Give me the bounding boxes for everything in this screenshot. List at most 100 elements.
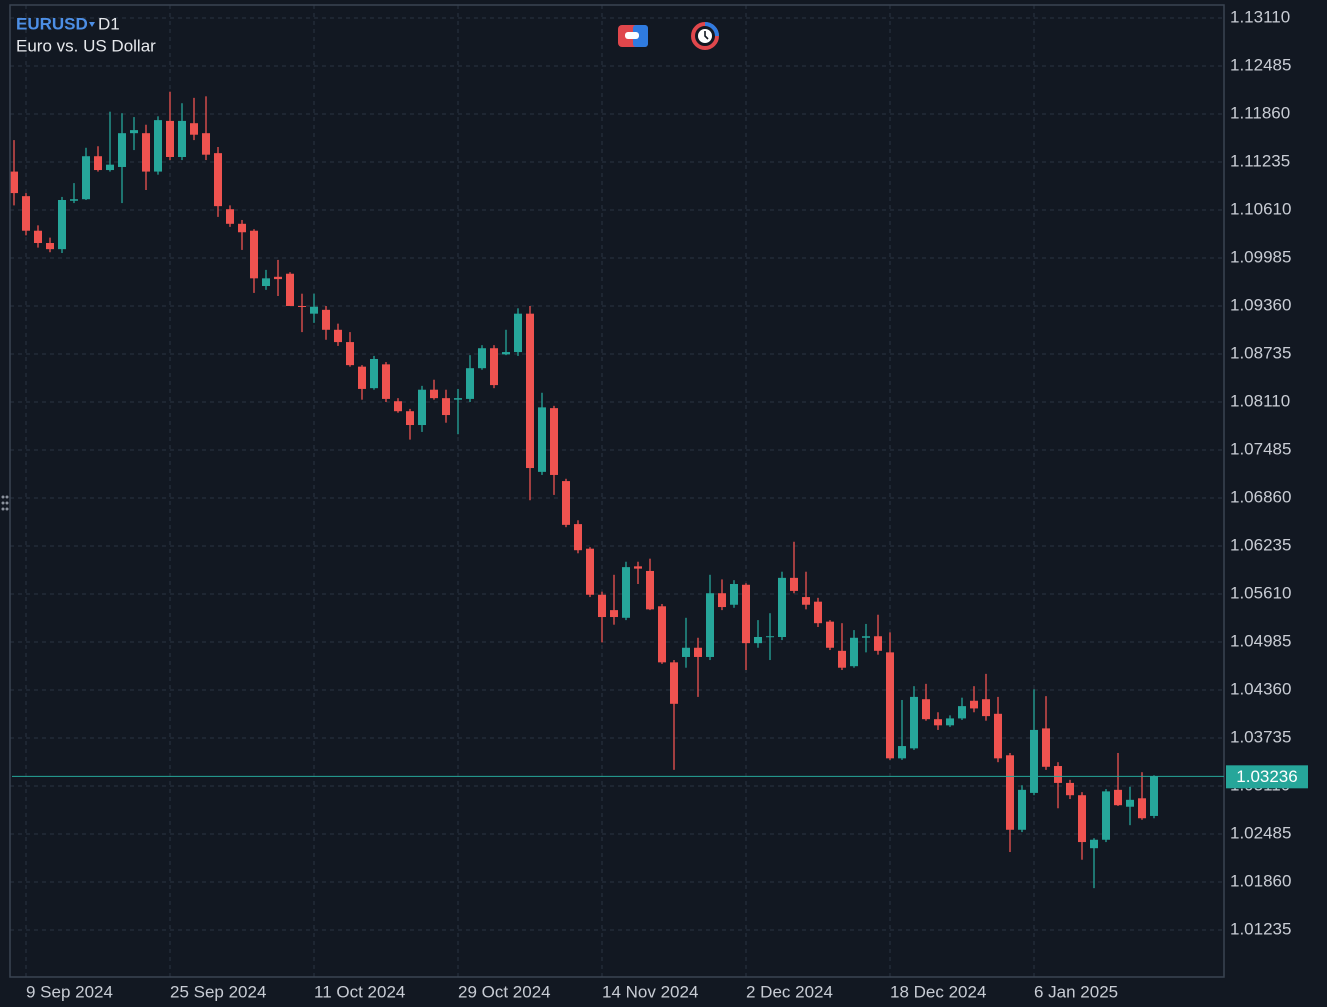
- candle-body: [70, 199, 78, 201]
- x-tick-label: 6 Jan 2025: [1034, 982, 1118, 1001]
- candle-body: [34, 230, 42, 244]
- y-tick-label: 1.06860: [1230, 487, 1291, 506]
- candle-body: [814, 601, 822, 624]
- candle-body: [862, 636, 870, 638]
- x-tick-label: 25 Sep 2024: [170, 982, 266, 1001]
- x-tick-label: 18 Dec 2024: [890, 982, 986, 1001]
- y-tick-label: 1.08110: [1230, 391, 1290, 410]
- candle-body: [1090, 839, 1098, 849]
- candle-body: [790, 577, 798, 591]
- side-handle[interactable]: [1, 495, 9, 511]
- symbol-dropdown[interactable]: [89, 22, 95, 27]
- candle-body: [82, 156, 90, 200]
- y-tick-label: 1.13110: [1230, 7, 1290, 26]
- plot-frame: [9, 4, 1225, 978]
- y-tick-label: 1.01860: [1230, 871, 1291, 890]
- candle-body: [910, 696, 918, 749]
- symbol: EURUSD: [16, 14, 88, 33]
- y-tick-label: 1.02485: [1230, 823, 1291, 842]
- clock-hands: [704, 31, 709, 40]
- candle-body: [526, 313, 534, 469]
- handle-dot: [1, 495, 5, 499]
- candle-body: [778, 577, 786, 637]
- y-tick-label: 1.01235: [1230, 919, 1291, 938]
- candle-body: [394, 401, 402, 412]
- candle-body: [58, 199, 66, 250]
- candle-body: [190, 123, 198, 135]
- candle-body: [682, 647, 690, 657]
- candle-body: [370, 358, 378, 389]
- candle-body: [358, 366, 366, 389]
- candle-body: [658, 606, 666, 663]
- candle-body: [994, 713, 1002, 759]
- candle-body: [94, 156, 102, 171]
- y-tick-label: 1.04360: [1230, 679, 1291, 698]
- candle-body: [298, 305, 306, 307]
- candle-body: [982, 699, 990, 717]
- icon-right: [633, 25, 648, 47]
- candle-body: [694, 647, 702, 657]
- candles: [10, 91, 1158, 889]
- candle-body: [238, 223, 246, 233]
- candle-body: [1006, 755, 1014, 830]
- candle-body: [310, 306, 318, 314]
- candle-body: [670, 662, 678, 704]
- y-tick-label: 1.10610: [1230, 199, 1291, 218]
- candle-body: [742, 584, 750, 644]
- last-price-box: [1226, 765, 1308, 789]
- candle-body: [442, 398, 450, 416]
- candle-body: [754, 636, 762, 644]
- y-tick-label: 1.03735: [1230, 727, 1291, 746]
- candle-body: [454, 398, 462, 400]
- candle-body: [598, 594, 606, 618]
- candle-body: [970, 700, 978, 709]
- candle-body: [46, 243, 54, 250]
- candle-body: [826, 621, 834, 648]
- candle-body: [718, 593, 726, 608]
- candle-body: [730, 584, 738, 605]
- candle-body: [418, 389, 426, 426]
- candle-body: [646, 570, 654, 610]
- candle-body: [802, 597, 810, 605]
- last-price-label: 1.03236: [1236, 767, 1297, 786]
- y-tick-label: 1.12485: [1230, 55, 1291, 74]
- candle-body: [706, 593, 714, 657]
- x-tick-label: 2 Dec 2024: [746, 982, 833, 1001]
- candle-body: [430, 389, 438, 399]
- candle-body: [346, 342, 354, 366]
- handle-dot: [5, 507, 9, 511]
- candle-body: [922, 699, 930, 720]
- candle-body: [1066, 782, 1074, 796]
- candle-body: [286, 273, 294, 306]
- candle-body: [106, 164, 114, 171]
- candle-body: [478, 348, 486, 369]
- clock-ring-part: [704, 22, 719, 37]
- candle-body: [1102, 791, 1110, 840]
- x-tick-label: 14 Nov 2024: [602, 982, 698, 1001]
- candle-body: [262, 278, 270, 287]
- handle-dot: [1, 501, 5, 505]
- y-tick-label: 1.09360: [1230, 295, 1291, 314]
- trade-icon[interactable]: [618, 25, 648, 47]
- candle-body: [202, 133, 210, 155]
- candle-body: [22, 196, 30, 231]
- candle-body: [1042, 728, 1050, 767]
- candle-body: [1018, 789, 1026, 830]
- candle-body: [490, 348, 498, 386]
- candle-body: [334, 329, 342, 343]
- x-tick-label: 9 Sep 2024: [26, 982, 113, 1001]
- candle-body: [274, 276, 282, 280]
- y-tick-label: 1.11235: [1230, 151, 1290, 170]
- candle-body: [1150, 776, 1158, 816]
- candle-body: [166, 120, 174, 157]
- candle-body: [610, 610, 618, 618]
- candle-body: [838, 650, 846, 668]
- candle-body: [574, 524, 582, 551]
- clock-icon[interactable]: [691, 22, 719, 50]
- candle-body: [850, 637, 858, 667]
- candle-body: [1030, 729, 1038, 793]
- candle-body: [634, 566, 642, 569]
- candle-body: [946, 718, 954, 726]
- candle-body: [538, 407, 546, 472]
